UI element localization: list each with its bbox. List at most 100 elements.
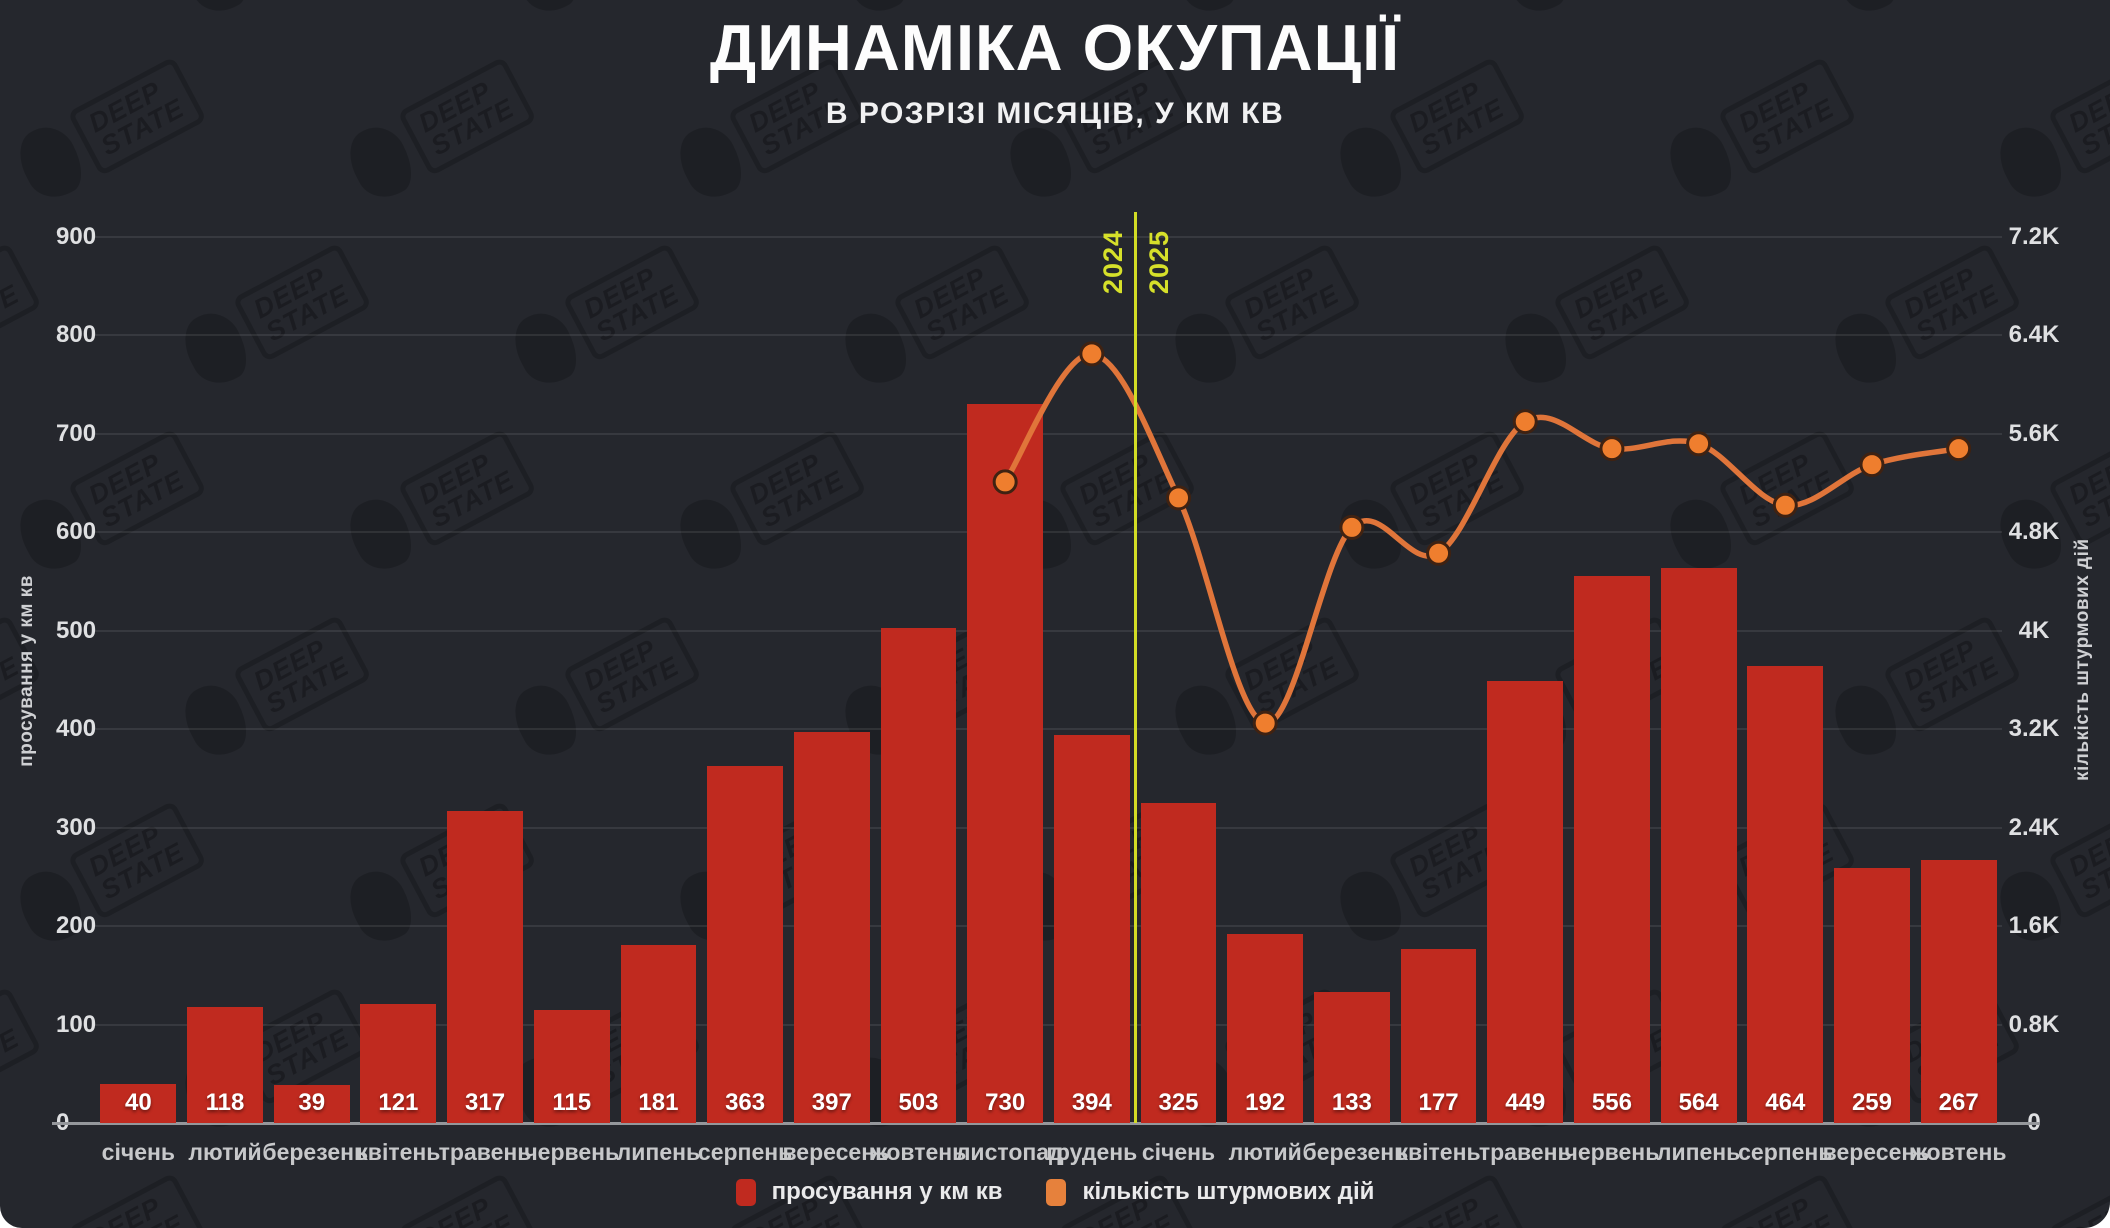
right-axis-tick-label: 3.2K: [2008, 715, 2060, 743]
bar: [1660, 567, 1737, 1123]
right-axis-tick-label: 0.8K: [2008, 1010, 2060, 1038]
bar-value-label: 564: [1678, 1089, 1719, 1116]
x-tick-label: серпень: [1738, 1139, 1833, 1165]
bar-value-label: 503: [898, 1089, 939, 1116]
line-point-marker: [1079, 341, 1105, 367]
bar: [1053, 735, 1130, 1123]
year-divider-line: [1134, 212, 1137, 1123]
x-tick-label: травень: [1478, 1139, 1572, 1165]
bar-value-label: 121: [378, 1089, 419, 1116]
bar: [100, 1083, 177, 1123]
x-tick-label: липень: [1656, 1139, 1741, 1165]
bar: [187, 1006, 263, 1123]
left-axis-tick-label: 500: [56, 616, 97, 644]
right-axis-tick-label: 4.8K: [2008, 518, 2060, 546]
bar-value-label: 730: [985, 1089, 1026, 1116]
line-point-marker: [1339, 514, 1365, 540]
bar-value-label: 556: [1591, 1089, 1632, 1116]
line-point-marker: [1859, 452, 1885, 478]
line-series-path: [1002, 351, 1962, 726]
x-tick-label: квітень: [356, 1139, 441, 1165]
gridline: [95, 334, 2002, 337]
line-legend-swatch: [1046, 1178, 1067, 1206]
right-axis-title: кількість штурмових дій: [2072, 538, 2093, 781]
bar: [1487, 680, 1564, 1123]
chart-legend: просування у км кв кількість штурмових д…: [0, 1178, 2110, 1206]
line-point-marker: [1512, 409, 1538, 435]
line-point-marker: [1686, 431, 1712, 457]
x-axis-line: [52, 1122, 2040, 1125]
gridline: [95, 826, 2002, 829]
x-tick-label: травень: [438, 1139, 532, 1165]
bar: [360, 1003, 437, 1123]
bars-legend-swatch: [735, 1178, 756, 1206]
gridline: [95, 432, 2002, 435]
bar-value-label: 192: [1245, 1089, 1286, 1116]
bar-value-label: 118: [205, 1089, 245, 1116]
gridline: [95, 728, 2002, 731]
x-tick-label: березень: [262, 1139, 369, 1165]
right-axis-tick-label: 5.6K: [2008, 419, 2060, 447]
x-tick-label: липень: [616, 1139, 701, 1165]
right-axis-tick-label: 6.4K: [2008, 321, 2060, 349]
bar: [880, 627, 957, 1123]
year-label-2024: 2024: [1098, 229, 1128, 295]
bar: [1140, 803, 1217, 1123]
page-title: ДИНАМІКА ОКУПАЦІЇ: [709, 11, 1401, 84]
legend-item-bars: просування у км кв: [735, 1178, 1002, 1206]
right-axis-tick-label: 4K: [2018, 616, 2050, 644]
right-axis-tick-label: 7.2K: [2008, 223, 2060, 250]
left-axis-tick-label: 600: [56, 518, 97, 546]
page-subtitle: В РОЗРІЗІ МІСЯЦІВ, У КМ КВ: [825, 97, 1285, 130]
bar: [967, 404, 1044, 1123]
line-point-marker: [1166, 485, 1192, 511]
x-tick-label: жовтень: [1910, 1139, 2007, 1165]
bar-value-label: 40: [124, 1089, 152, 1116]
line-point-marker: [1252, 710, 1278, 736]
left-axis-tick-label: 200: [56, 912, 97, 940]
right-axis-tick-label: 2.4K: [2008, 813, 2060, 841]
bar: [620, 944, 697, 1123]
x-tick-label: січень: [1141, 1139, 1216, 1165]
bar-value-label: 464: [1765, 1089, 1806, 1116]
bar: [793, 732, 870, 1123]
left-axis-title: просування у км кв: [16, 575, 37, 767]
bar-value-label: 317: [465, 1089, 506, 1116]
bar: [273, 1084, 350, 1123]
legend-item-line: кількість штурмових дій: [1046, 1178, 1374, 1206]
bar: [1920, 860, 1997, 1123]
bar-value-label: 397: [811, 1089, 852, 1116]
x-tick-label: березень: [1302, 1139, 1409, 1165]
gridline: [95, 236, 2002, 238]
gridline: [95, 629, 2002, 632]
line-legend-label: кількість штурмових дій: [1082, 1178, 1375, 1205]
bar-value-label: 39: [298, 1089, 326, 1116]
bar: [1574, 575, 1650, 1123]
line-point-marker: [992, 469, 1018, 495]
line-point-marker: [1772, 492, 1798, 518]
gridline: [95, 531, 2002, 534]
bar: [1313, 992, 1390, 1123]
year-label-2025: 2025: [1144, 229, 1174, 295]
x-tick-label: грудень: [1046, 1139, 1138, 1165]
x-tick-label: лютий: [188, 1139, 262, 1165]
left-axis-tick-label: 100: [56, 1010, 97, 1038]
x-tick-label: січень: [101, 1139, 176, 1165]
left-axis-tick-label: 400: [56, 715, 97, 743]
bar-value-label: 449: [1505, 1089, 1546, 1116]
x-tick-label: жовтень: [870, 1139, 967, 1165]
x-tick-label: серпень: [697, 1139, 793, 1165]
bar-value-label: 181: [638, 1089, 679, 1116]
bar: [1227, 933, 1304, 1123]
left-axis-tick-label: 900: [56, 223, 97, 250]
bar-value-label: 394: [1071, 1089, 1112, 1116]
line-point-marker: [1426, 540, 1452, 566]
x-tick-label: вересень: [1822, 1139, 1930, 1165]
bar-value-label: 133: [1331, 1089, 1372, 1116]
bar-value-label: 115: [552, 1089, 592, 1116]
x-tick-label: листопад: [955, 1139, 1064, 1165]
gridline: [95, 1023, 2002, 1026]
